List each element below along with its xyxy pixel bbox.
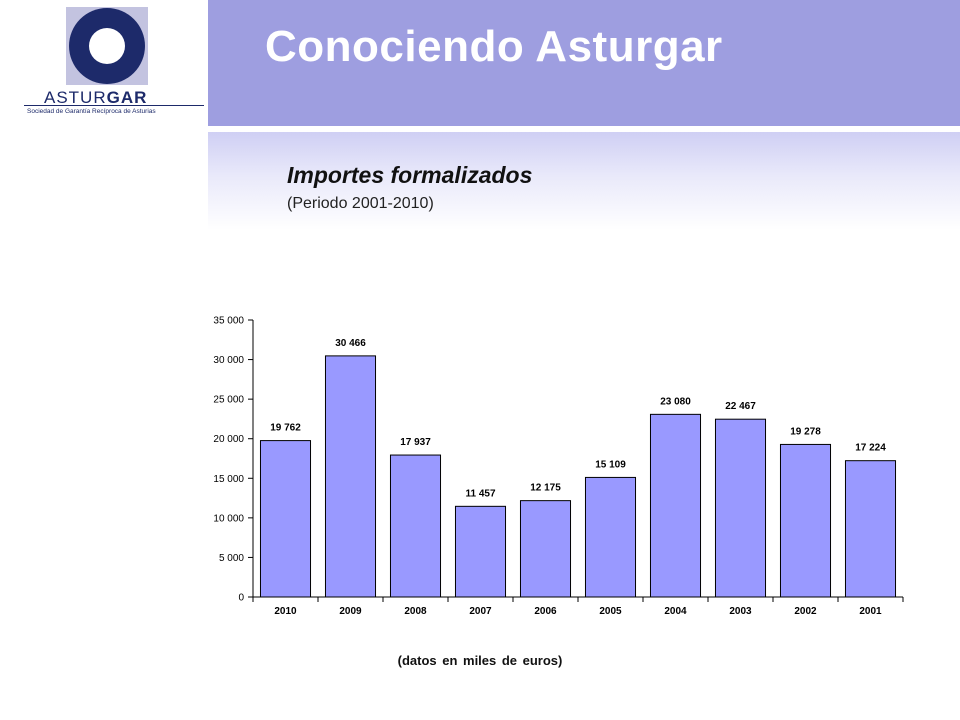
bar-value-label: 17 224: [855, 443, 886, 454]
y-tick-label: 0: [238, 593, 244, 604]
logo: ASTURGAR Sociedad de Garantía Recíproca …: [0, 0, 208, 128]
bar: [649, 413, 702, 598]
x-tick-label: 2006: [534, 606, 557, 617]
section-period: (Periodo 2001-2010): [287, 195, 434, 212]
y-tick-label: 25 000: [213, 395, 244, 406]
bar-value-label: 19 278: [790, 426, 821, 437]
chart-footnote: (datos en miles de euros): [397, 653, 563, 668]
bar-value-label: 22 467: [725, 401, 756, 412]
bar: [454, 505, 507, 598]
x-tick-label: 2010: [274, 606, 297, 617]
page-title: Conociendo Asturgar: [265, 22, 723, 71]
bar: [259, 440, 312, 598]
x-tick-label: 2004: [664, 606, 687, 617]
y-tick-label: 5 000: [219, 553, 244, 564]
x-tick-label: 2005: [599, 606, 622, 617]
bar-value-label: 11 457: [465, 488, 495, 499]
bar: [844, 460, 897, 598]
header-band: [208, 0, 960, 126]
logo-brand: ASTURGAR: [44, 88, 148, 107]
x-tick-label: 2008: [404, 606, 427, 617]
bar-value-label: 12 175: [530, 483, 561, 494]
section-band: [208, 132, 960, 230]
bar-value-label: 23 080: [660, 396, 691, 407]
x-tick-label: 2007: [469, 606, 492, 617]
x-tick-label: 2002: [794, 606, 817, 617]
bar-value-label: 30 466: [335, 338, 366, 349]
bar: [779, 443, 832, 598]
bar: [324, 355, 377, 598]
bar: [584, 476, 637, 598]
bar: [519, 500, 572, 598]
bar: [389, 454, 442, 598]
asturgar-logo-mark: [66, 7, 148, 85]
section-title: Importes formalizados: [287, 162, 533, 188]
x-tick-label: 2001: [859, 606, 882, 617]
logo-tagline: Sociedad de Garantía Recíproca de Asturi…: [27, 108, 156, 115]
bar-value-label: 17 937: [400, 437, 431, 448]
y-tick-label: 15 000: [213, 474, 244, 485]
bar-value-label: 19 762: [270, 423, 301, 434]
y-tick-label: 10 000: [213, 513, 244, 524]
bar-value-label: 15 109: [595, 459, 626, 470]
x-tick-label: 2009: [339, 606, 362, 617]
bar: [714, 418, 767, 598]
x-tick-label: 2003: [729, 606, 752, 617]
y-tick-label: 35 000: [213, 316, 244, 327]
y-tick-label: 20 000: [213, 434, 244, 445]
y-tick-label: 30 000: [213, 355, 244, 366]
logo-rule: [24, 105, 204, 106]
